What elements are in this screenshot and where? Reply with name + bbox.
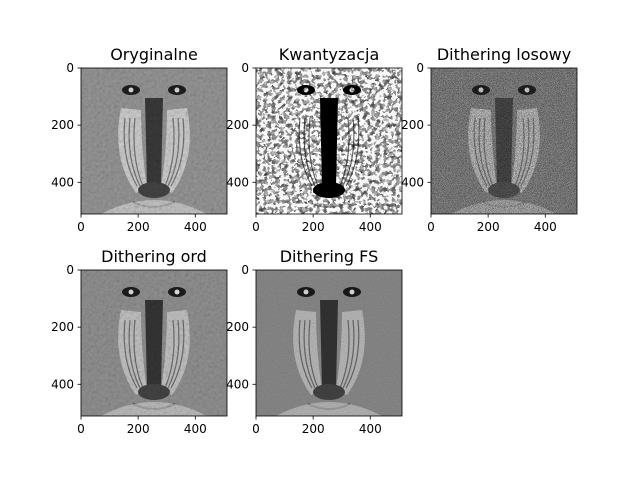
subplot-1: Oryginalne 0 200 400 0 200 400 bbox=[51, 45, 228, 234]
x-tick-label: 200 bbox=[477, 220, 500, 234]
x-tick-label: 400 bbox=[534, 220, 557, 234]
y-tick-label: 400 bbox=[51, 175, 74, 189]
y-tick-label: 200 bbox=[51, 320, 74, 334]
subplot-3: Dithering losowy 0 200 400 0 200 400 bbox=[401, 45, 578, 234]
y-tick-label: 200 bbox=[226, 320, 249, 334]
y-tick-label: 200 bbox=[401, 118, 424, 132]
image-content bbox=[431, 68, 577, 214]
axes-frame bbox=[255, 269, 403, 417]
y-tick-label: 0 bbox=[66, 61, 74, 75]
y-tick-label: 400 bbox=[226, 175, 249, 189]
y-tick-label: 0 bbox=[416, 61, 424, 75]
y-tick-label: 0 bbox=[241, 61, 249, 75]
x-tick-label: 400 bbox=[184, 422, 207, 436]
subplot-title: Kwantyzacja bbox=[279, 45, 380, 64]
x-tick-label: 400 bbox=[359, 422, 382, 436]
subplot-5: Dithering FS 0 200 400 0 200 400 bbox=[226, 247, 403, 436]
y-tick-label: 200 bbox=[226, 118, 249, 132]
x-tick-label: 400 bbox=[184, 220, 207, 234]
subplot-title: Dithering FS bbox=[280, 247, 379, 266]
x-tick-label: 200 bbox=[302, 220, 325, 234]
image-content bbox=[81, 270, 227, 416]
subplot-title: Oryginalne bbox=[110, 45, 198, 64]
y-tick-label: 400 bbox=[226, 377, 249, 391]
subplot-2: Kwantyzacja 0 200 400 0 200 400 bbox=[226, 45, 403, 234]
y-tick-label: 200 bbox=[51, 118, 74, 132]
axes-frame bbox=[80, 269, 228, 417]
y-tick-label: 0 bbox=[241, 263, 249, 277]
subplot-title: Dithering losowy bbox=[437, 45, 571, 64]
y-tick-label: 400 bbox=[401, 175, 424, 189]
x-tick-label: 200 bbox=[127, 422, 150, 436]
x-tick-label: 200 bbox=[127, 220, 150, 234]
axes-frame bbox=[430, 67, 578, 215]
x-tick-label: 0 bbox=[252, 422, 260, 436]
x-tick-label: 200 bbox=[302, 422, 325, 436]
axes-frame bbox=[80, 67, 228, 215]
image-content bbox=[81, 68, 227, 214]
x-tick-label: 0 bbox=[252, 220, 260, 234]
subplot-title: Dithering ord bbox=[101, 247, 207, 266]
x-tick-label: 0 bbox=[77, 220, 85, 234]
x-tick-label: 400 bbox=[359, 220, 382, 234]
image-content bbox=[256, 68, 402, 214]
axes-frame bbox=[255, 67, 403, 215]
x-tick-label: 0 bbox=[427, 220, 435, 234]
y-tick-label: 0 bbox=[66, 263, 74, 277]
image-content bbox=[256, 270, 402, 416]
x-tick-label: 0 bbox=[77, 422, 85, 436]
subplot-4: Dithering ord 0 200 400 0 200 400 bbox=[51, 247, 228, 436]
y-tick-label: 400 bbox=[51, 377, 74, 391]
